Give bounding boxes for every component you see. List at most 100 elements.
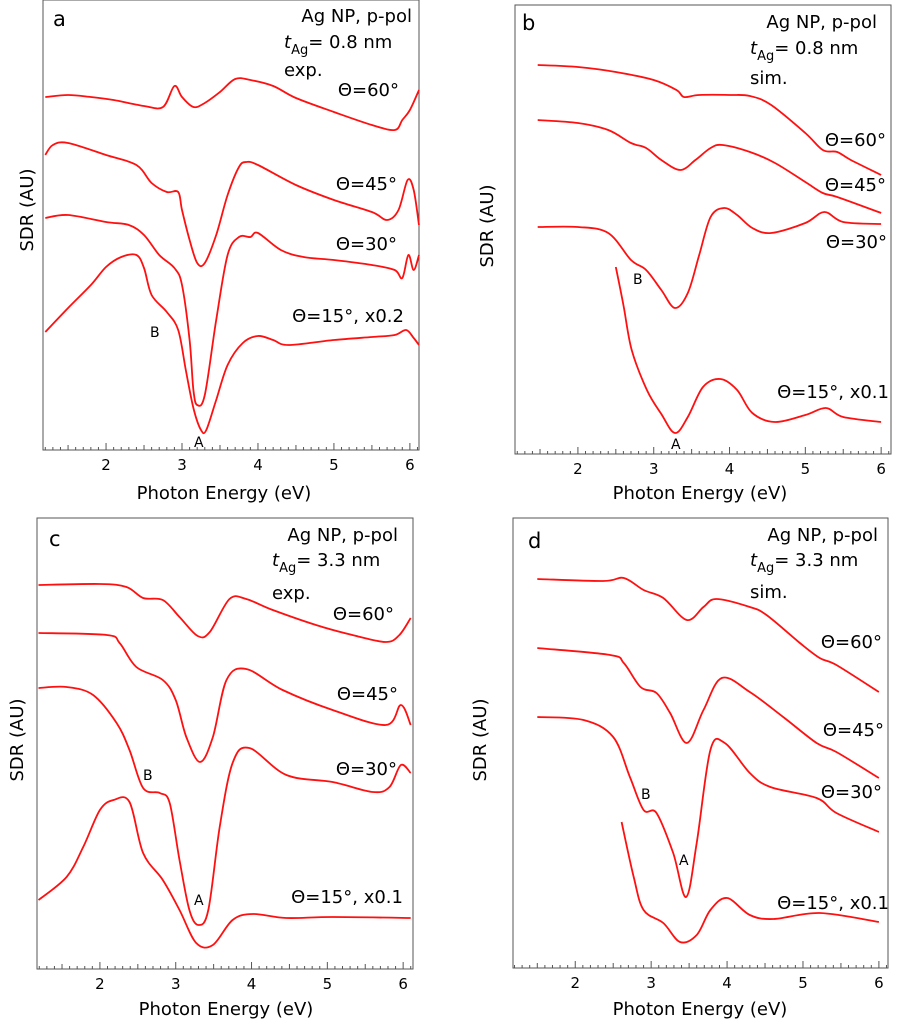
series-label-30: Θ=30°	[821, 782, 882, 803]
t-subscript: Ag	[757, 49, 774, 64]
plot-a: 2 3 4 5 6	[42, 0, 420, 474]
x-tick-label: 4	[247, 975, 257, 993]
series-line-d-2	[537, 716, 880, 898]
x-tick-label: 2	[101, 456, 111, 474]
x-tick-label: 2	[573, 460, 583, 478]
t-symbol: t	[750, 38, 758, 59]
series-line-d-0	[537, 576, 880, 693]
x-tick-label: 6	[398, 975, 408, 993]
y-axis-title: SDR (AU)	[7, 698, 28, 781]
y-axis-title: SDR (AU)	[470, 698, 491, 781]
t-symbol: t	[272, 550, 280, 571]
header-sample: Ag NP, p-pol	[766, 12, 877, 33]
t-value: = 3.3 nm	[774, 550, 858, 571]
x-tick-label: 2	[95, 975, 105, 993]
series-label-15: Θ=15°, x0.1	[777, 893, 889, 914]
x-axis-title: Photon Energy (eV)	[613, 483, 788, 504]
x-tick-label: 6	[876, 460, 886, 478]
series-label-15: Θ=15°, x0.1	[777, 382, 889, 403]
series-line-a-0	[45, 77, 420, 132]
series-label-30: Θ=30°	[336, 234, 397, 255]
series-line-d-1	[537, 647, 880, 779]
series-line-b-1	[537, 119, 882, 214]
panel-letter-a: a	[53, 7, 66, 31]
header-type: sim.	[750, 582, 788, 603]
panel-letter-d: d	[528, 529, 541, 553]
panel-d: d Ag NP, p-pol tAg= 3.3 nm sim. Θ=60° Θ=…	[470, 525, 889, 1020]
x-tick-label: 3	[171, 975, 181, 993]
plot-b: 2 3 4 5 6	[514, 4, 892, 478]
t-value: = 0.8 nm	[774, 38, 858, 59]
series-label-45: Θ=45°	[823, 720, 884, 741]
x-tick-label: 3	[649, 460, 659, 478]
y-axis-title: SDR (AU)	[477, 184, 498, 267]
series-label-15: Θ=15°, x0.1	[291, 887, 403, 908]
x-axis-title: Photon Energy (eV)	[139, 999, 314, 1020]
series-label-30: Θ=30°	[826, 232, 887, 253]
t-symbol: t	[284, 32, 292, 53]
header-thickness: tAg= 0.8 nm	[750, 38, 858, 64]
plot-areas: 2 3 4 5 6 2 3 4 5 6 2 3 4 5 6 2 3 4 5 6	[36, 0, 892, 993]
plot-frame	[512, 517, 889, 969]
annotation-b: B	[641, 787, 651, 803]
x-axis-title: Photon Energy (eV)	[137, 483, 312, 504]
annotation-a: A	[679, 853, 689, 869]
series-label-30: Θ=30°	[336, 759, 397, 780]
series-line-b-2	[537, 207, 882, 309]
series-label-45: Θ=45°	[336, 174, 397, 195]
x-tick-label: 2	[570, 974, 580, 992]
series-label-45: Θ=45°	[825, 175, 886, 196]
header-thickness: tAg= 0.8 nm	[284, 32, 392, 58]
panel-a: a Ag NP, p-pol tAg= 0.8 nm exp. Θ=60° Θ=…	[17, 6, 412, 504]
x-tick-label: 6	[874, 974, 884, 992]
series-line-a-3	[44, 253, 420, 435]
t-subscript: Ag	[291, 43, 308, 58]
series-line-c-3	[37, 796, 411, 949]
header-type: exp.	[272, 583, 311, 604]
plot-c: 2 3 4 5 6	[36, 517, 414, 993]
x-tick-label: 4	[725, 460, 735, 478]
t-value: = 0.8 nm	[308, 32, 392, 53]
series-line-c-1	[38, 632, 412, 763]
x-tick-label: 3	[177, 456, 187, 474]
x-tick-label: 5	[801, 460, 811, 478]
header-sample: Ag NP, p-pol	[767, 525, 878, 546]
x-tick-label: 5	[329, 456, 339, 474]
annotation-a: A	[671, 437, 681, 453]
plot-frame	[514, 4, 892, 455]
header-type: exp.	[284, 60, 323, 81]
annotation-b: B	[633, 272, 643, 288]
panel-b: b Ag NP, p-pol tAg= 0.8 nm sim. Θ=60° Θ=…	[477, 11, 889, 504]
t-subscript: Ag	[279, 561, 296, 576]
series-label-45: Θ=45°	[337, 684, 398, 705]
t-subscript: Ag	[757, 561, 774, 576]
header-sample: Ag NP, p-pol	[287, 525, 398, 546]
t-symbol: t	[750, 550, 758, 571]
series-line-d-3	[620, 821, 880, 944]
x-tick-label: 5	[798, 974, 808, 992]
header-type: sim.	[750, 68, 788, 89]
series-label-15: Θ=15°, x0.2	[292, 306, 404, 327]
annotation-a: A	[194, 893, 204, 909]
x-tick-label: 4	[722, 974, 732, 992]
plot-d: 2 3 4 5 6	[512, 517, 889, 992]
series-label-60: Θ=60°	[333, 604, 394, 625]
panel-c: c Ag NP, p-pol tAg= 3.3 nm exp. Θ=60° Θ=…	[7, 525, 403, 1020]
header-thickness: tAg= 3.3 nm	[750, 550, 858, 576]
t-value: = 3.3 nm	[296, 550, 380, 571]
annotation-b: B	[150, 325, 160, 341]
series-label-60: Θ=60°	[821, 632, 882, 653]
plot-frame	[42, 0, 420, 451]
series-line-b-3	[614, 266, 882, 434]
plot-frame	[36, 517, 414, 970]
x-tick-label: 3	[646, 974, 656, 992]
x-tick-label: 6	[405, 456, 415, 474]
x-tick-label: 4	[253, 456, 263, 474]
header-sample: Ag NP, p-pol	[301, 6, 412, 27]
panel-letter-c: c	[49, 527, 61, 551]
x-axis-title: Photon Energy (eV)	[613, 999, 788, 1020]
series-line-a-1	[44, 141, 420, 268]
series-label-60: Θ=60°	[338, 80, 399, 101]
annotation-b: B	[143, 768, 153, 784]
